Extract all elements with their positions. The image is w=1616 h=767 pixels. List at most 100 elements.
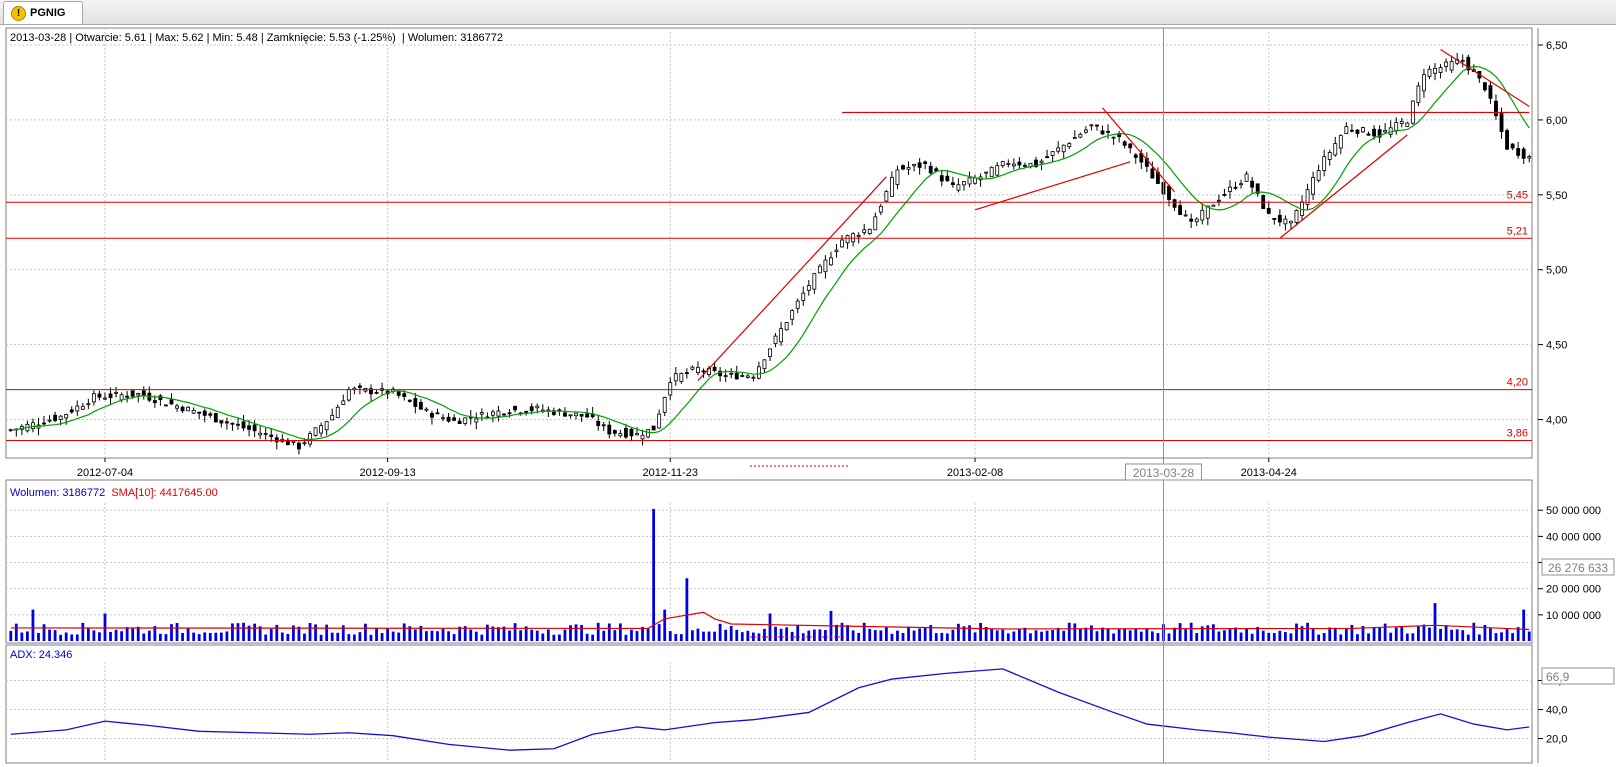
volume-bar [1444,625,1448,641]
volume-bar [1023,627,1027,641]
volume-bar [1378,627,1381,641]
candle-body [1106,130,1110,133]
volume-bar [1184,629,1188,641]
volume-bar [458,626,462,641]
volume-y-tick-label: 20 000 000 [1546,584,1601,596]
volume-bar [591,634,595,641]
candle-body [1233,186,1238,189]
candle-body [651,425,656,431]
candle-body [585,413,590,418]
volume-bar [862,622,866,641]
level-label: 4,20 [1507,377,1528,389]
candle-body [995,165,1000,176]
volume-bar [530,629,534,641]
candle-body [1377,129,1382,138]
volume-bar [219,632,223,641]
adx-legend: ADX: 24.346 [10,649,72,661]
volume-bar [535,630,539,641]
candle-body [31,422,35,430]
candle-body [939,175,944,182]
candle-body [646,428,651,438]
volume-bar [159,633,162,641]
candle-body [878,206,883,213]
candle-body [1200,209,1205,221]
candle-body [729,372,734,375]
candle-body [1277,214,1282,223]
adx-y-tick-label: 40,0 [1546,705,1567,717]
volume-bar [1051,630,1055,641]
volume-bar [391,631,395,641]
candle-body [197,411,202,414]
candle-body [1394,122,1399,131]
volume-bar [1317,634,1321,641]
volume-bar [131,627,135,641]
candle-body [912,164,917,167]
volume-bar [1367,633,1370,641]
candle-body [169,399,174,405]
candle-body [806,285,811,291]
candle-body [529,406,534,412]
volume-bar [81,622,85,641]
candle-body [1017,161,1022,166]
candle-body [1482,82,1487,91]
volume-bar [918,628,922,641]
volume-bar [1067,622,1071,641]
volume-bar [463,626,467,641]
candle-body [108,393,113,399]
volume-bar [474,631,478,641]
volume-bar [940,632,944,641]
volume-bar [186,627,190,641]
candle-body [673,373,678,382]
volume-bar [1455,629,1459,641]
volume-bar [1256,626,1260,641]
volume-bar [1483,624,1487,641]
volume-bar [1034,630,1038,641]
volume-bar [358,632,362,641]
volume-bar [663,609,667,641]
trendline [1279,134,1408,239]
volume-bar [596,622,600,641]
candle-body [768,348,772,357]
volume-bar [297,626,301,641]
candle-body [895,169,900,185]
volume-bar [729,625,733,641]
volume-bar [1245,628,1248,641]
candle-body [369,388,373,395]
volume-bar [552,634,556,641]
volume-bar [147,630,151,641]
price-moving-average-line [10,65,1530,441]
volume-bar [1128,630,1132,641]
volume-bar [1372,627,1376,641]
candle-body [1289,220,1293,224]
volume-bar [1001,629,1005,641]
candle-body [1128,143,1133,149]
volume-bar [519,630,523,641]
volume-bar [984,627,988,641]
volume-bar [674,634,678,641]
candle-body [751,376,756,379]
volume-bar [292,625,295,641]
candle-body [756,366,761,379]
candle-body [1316,170,1321,181]
volume-bar [685,578,689,641]
candle-body [601,424,606,427]
volume-bar [1211,624,1215,641]
price-y-tick-label: 6,00 [1546,115,1567,127]
candle-body [862,229,867,233]
candle-body [1205,205,1210,219]
candle-body [452,417,457,421]
candle-body [840,239,844,248]
volume-bar [480,634,484,641]
x-tick-label: 2012-07-04 [77,467,133,479]
volume-bar [325,624,329,641]
volume-bar [413,629,417,641]
tab-pgnig[interactable]: ! PGNIG [3,1,83,24]
candle-body [1250,180,1255,188]
candle-body [618,433,623,437]
adx-readout: 66,9 [1546,670,1570,684]
volume-bar [607,623,611,641]
candle-body [845,235,850,244]
volume-bar [1139,631,1143,641]
volume-bar [1178,623,1182,641]
